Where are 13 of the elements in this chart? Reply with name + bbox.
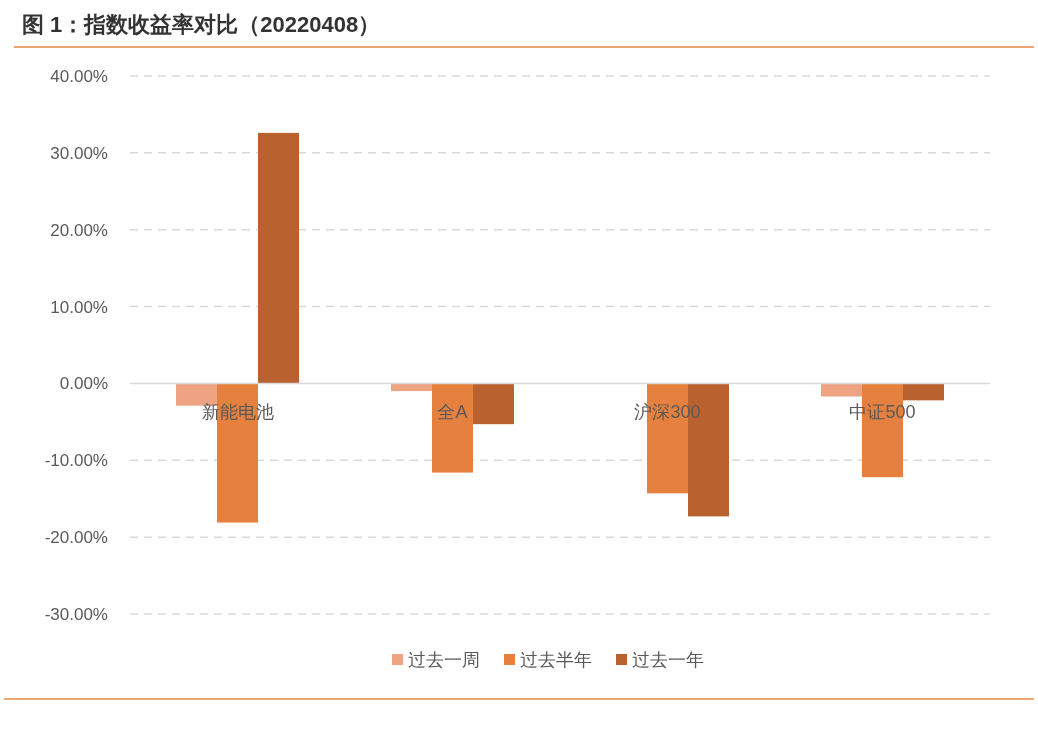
- chart-title: 图 1：指数收益率对比（20220408）: [22, 12, 381, 37]
- y-tick-label: 20.00%: [50, 220, 108, 240]
- legend-label: 过去一年: [632, 650, 704, 670]
- legend-label: 过去一周: [408, 650, 480, 670]
- y-tick-label: 30.00%: [50, 143, 108, 163]
- y-tick-label: 10.00%: [50, 297, 108, 317]
- legend-label: 过去半年: [520, 650, 592, 670]
- y-tick-label: -20.00%: [44, 528, 108, 548]
- y-tick-label: -10.00%: [44, 451, 108, 471]
- y-tick-label: 40.00%: [50, 67, 108, 86]
- y-tick-label: 0.00%: [59, 374, 108, 394]
- x-tick-label: 全A: [437, 402, 468, 423]
- y-tick-label: -30.00%: [44, 605, 108, 624]
